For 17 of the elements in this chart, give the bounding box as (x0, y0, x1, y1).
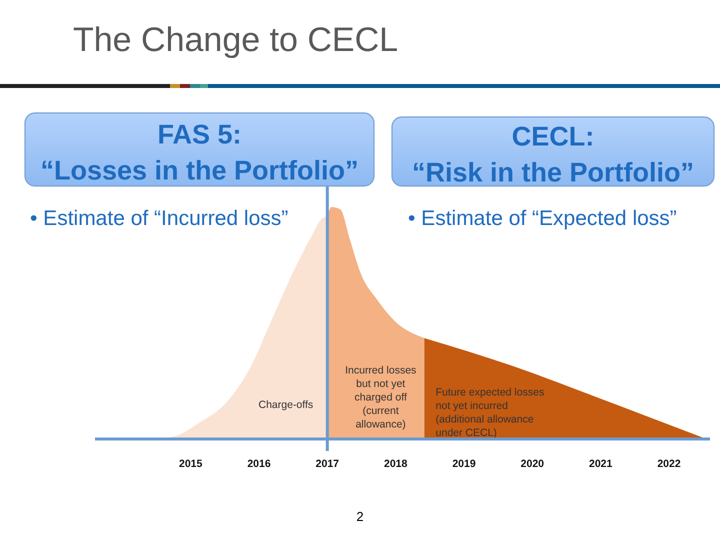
text: 2 (356, 509, 364, 524)
text: FAS 5: “Losses in the Portfolio” (40, 120, 359, 186)
annotation: • Estimate of “Incurred loss” (30, 207, 288, 230)
annotation: • Estimate of “Expected loss” (408, 207, 677, 230)
x-tick-label: 2018 (384, 458, 408, 470)
chart-title: The Change to CECL (73, 21, 398, 59)
x-tick-label: 2016 (247, 458, 271, 470)
x-tick-label: 2015 (178, 458, 203, 470)
series-label: Charge-offs (258, 399, 314, 412)
x-tick-label: 2020 (520, 458, 544, 470)
series-label: Future expected losses not yet incurred (additional allowance under CECL) (436, 386, 544, 439)
x-tick-label: 2019 (452, 458, 476, 470)
x-tick-label: 2017 (316, 458, 340, 470)
series-label: Incurred losses but not yet charged off (current allowance) (345, 364, 416, 430)
x-tick-label: 2021 (588, 458, 613, 470)
text: CECL: “Risk in the Portfolio” (412, 122, 694, 188)
x-tick-label: 2022 (657, 458, 681, 470)
